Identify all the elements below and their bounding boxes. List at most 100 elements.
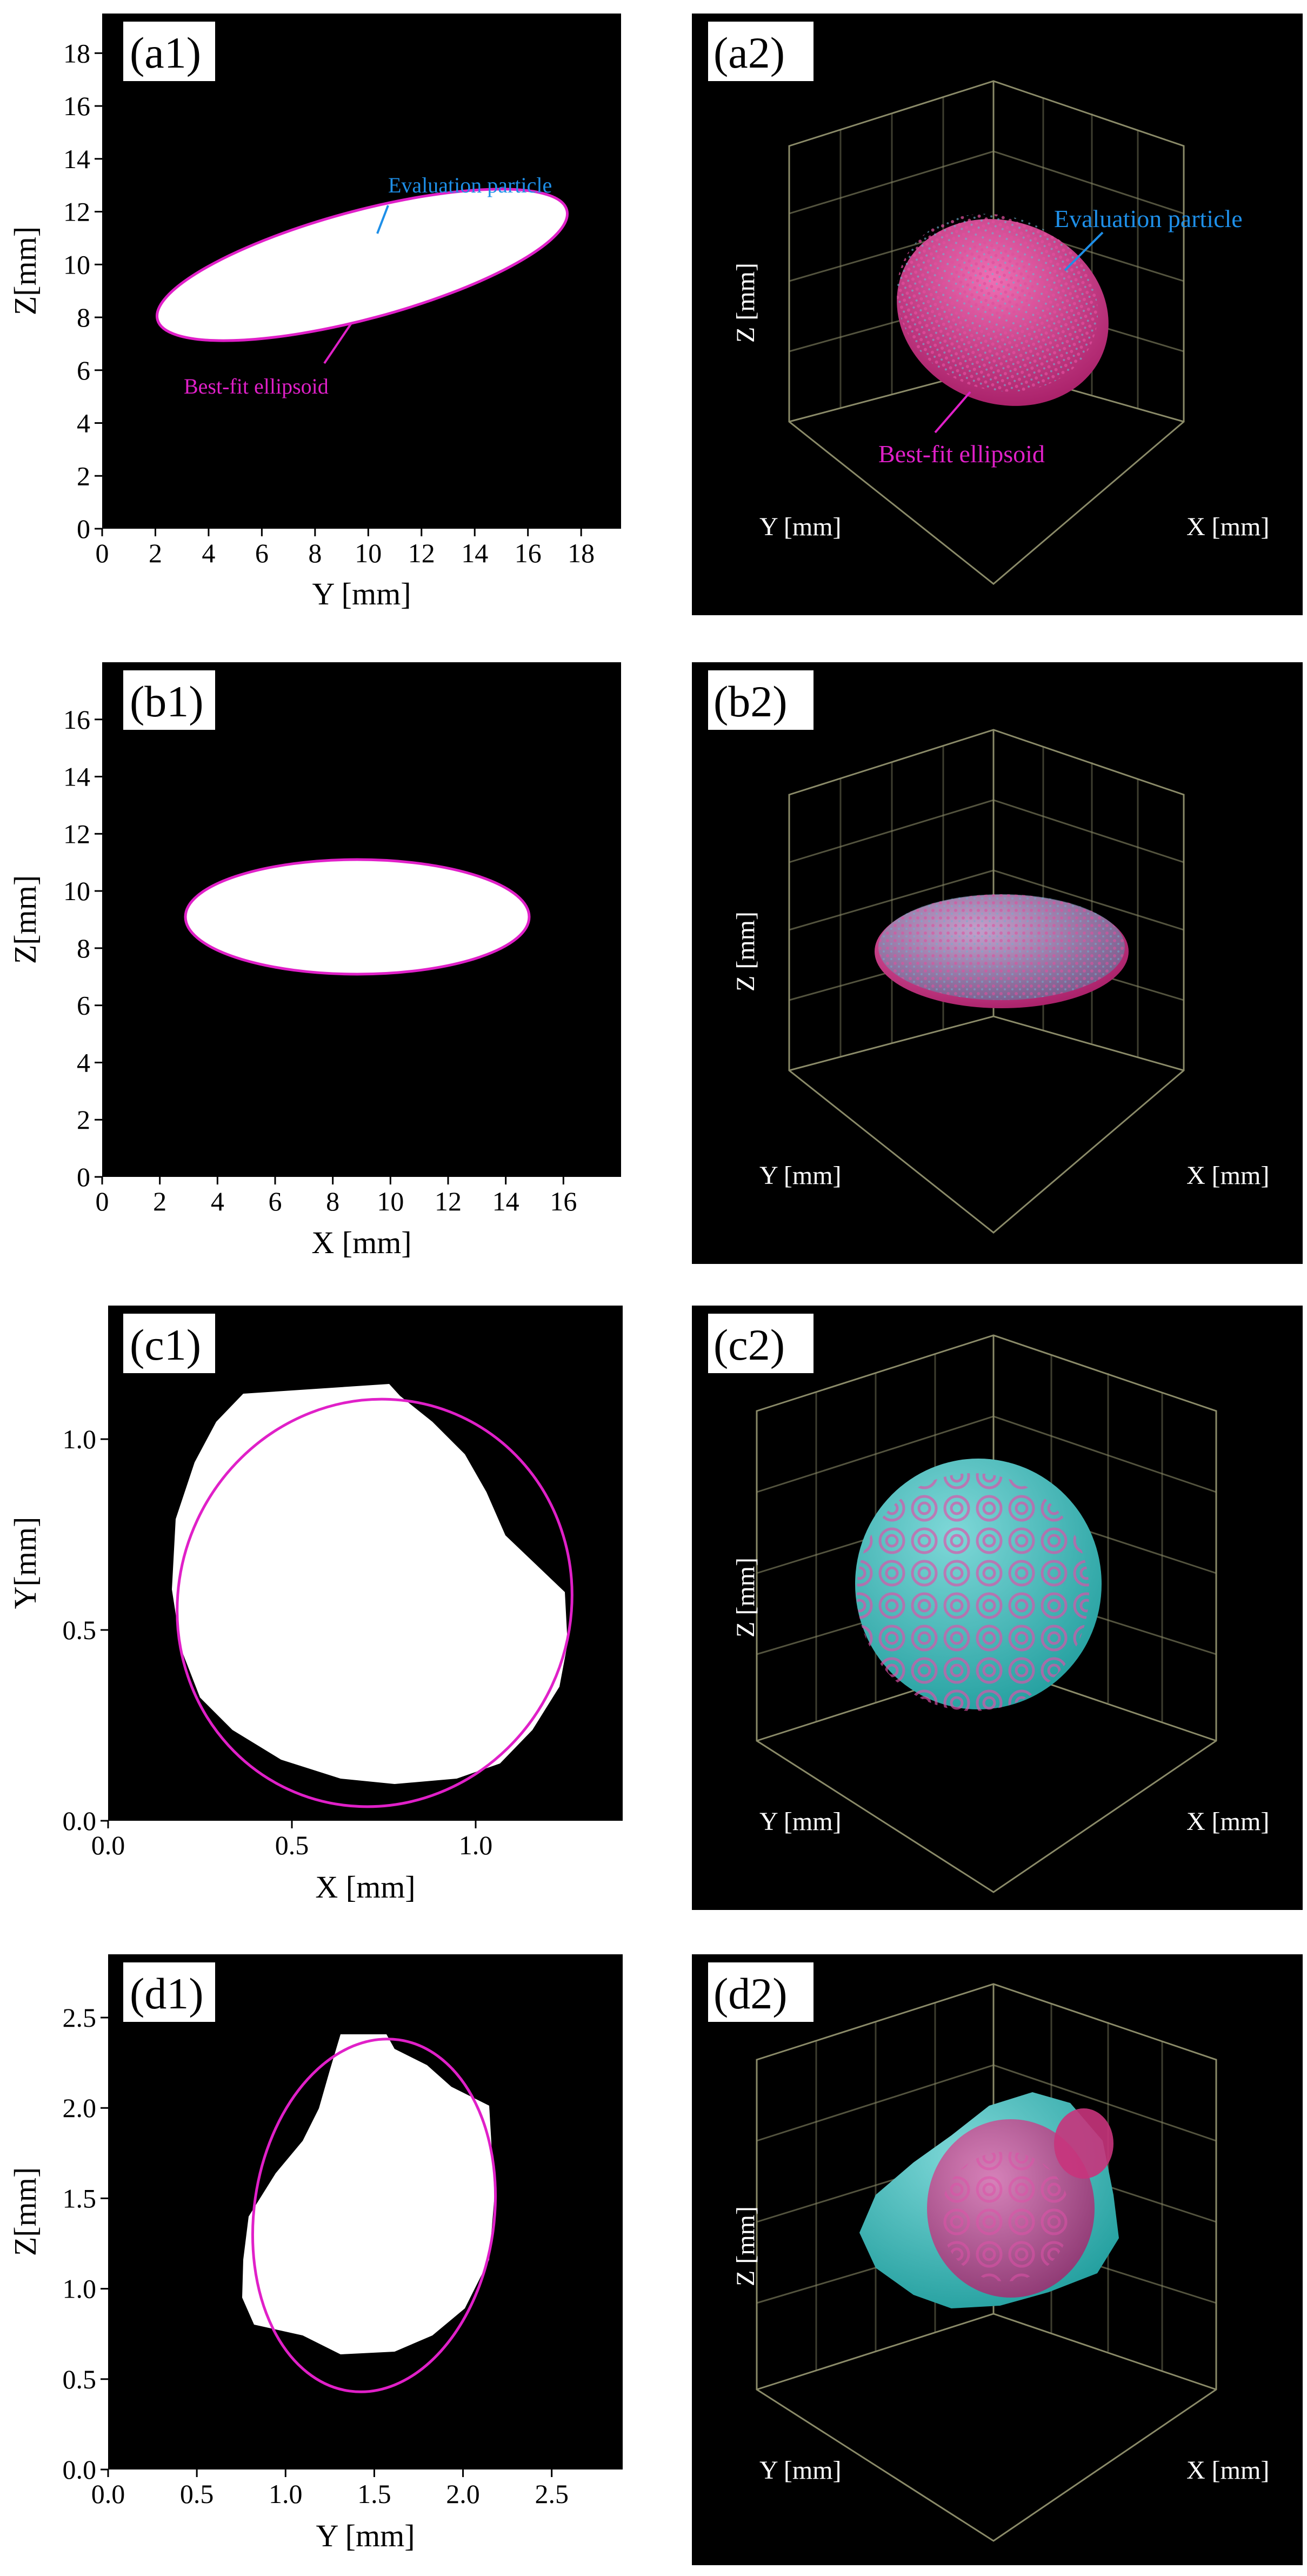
annotation-arrow bbox=[1064, 231, 1104, 271]
y-tick-label: 10 bbox=[63, 249, 90, 279]
x-tick-label: 1.0 bbox=[269, 2479, 303, 2509]
annotation-arrow bbox=[934, 391, 971, 434]
x-tick-label: 6 bbox=[269, 1186, 282, 1216]
x-tick-label: 12 bbox=[435, 1186, 462, 1216]
panel-tag: (a1) bbox=[130, 28, 201, 77]
y-tick-label: 18 bbox=[63, 38, 90, 68]
y-axis-label: Z[mm] bbox=[8, 227, 43, 315]
panel-b1: 0 2 4 6 8 10 12 14 16 0 2 4 6 8 10 12 14 16 (b1) X [mm] Z… bbox=[8, 662, 621, 1260]
x-tick-label: 16 bbox=[515, 538, 542, 568]
panel-b2: (b2) X [mm] Y [mm] Z [mm] bbox=[692, 662, 1303, 1264]
best-fit-ellipsoid-cap bbox=[1054, 2108, 1113, 2179]
y-axis-label: Y [mm] bbox=[759, 1161, 842, 1190]
y-tick-label: 8 bbox=[77, 302, 90, 332]
x-tick-label: 0.0 bbox=[91, 2479, 125, 2509]
x-tick-label: 16 bbox=[550, 1186, 577, 1216]
x-axis-label: X [mm] bbox=[1186, 512, 1269, 541]
y-tick-label: 2 bbox=[77, 1104, 90, 1135]
x-tick-label: 4 bbox=[202, 538, 215, 568]
best-fit-ellipsoid-surface bbox=[857, 1473, 1089, 1711]
x-tick-label: 0.0 bbox=[91, 1830, 125, 1860]
y-tick-label: 0 bbox=[77, 1162, 90, 1192]
y-tick-label: 12 bbox=[63, 818, 90, 849]
y-tick-label: 2.5 bbox=[63, 2002, 97, 2033]
x-tick-label: 0.5 bbox=[275, 1830, 309, 1860]
panel-tag: (c2) bbox=[713, 1320, 785, 1369]
z-axis-label: Z [mm] bbox=[731, 1557, 760, 1638]
ellipsoid-3d bbox=[875, 894, 1129, 1008]
particle-shape bbox=[242, 2034, 495, 2354]
x-tick-label: 2 bbox=[153, 1186, 166, 1216]
x-tick-label: 18 bbox=[568, 538, 595, 568]
panel-d1: 0.0 0.5 1.0 1.5 2.0 2.5 0.0 0.5 1.0 1.5 2.0 2.5 (d1… bbox=[8, 1954, 623, 2553]
annotation-arrow bbox=[323, 322, 352, 364]
y-tick-label: 1.0 bbox=[63, 2274, 97, 2304]
panel-c1: 0.0 0.5 1.0 0.0 0.5 1.0 (c1) X [mm] Y[mm] bbox=[8, 1306, 623, 1905]
y-tick-label: 0 bbox=[77, 514, 90, 544]
panel-c2: (c2) X [mm] Y [mm] Z [mm] bbox=[692, 1306, 1303, 1910]
annotation-best-fit-ellipsoid: Best-fit ellipsoid bbox=[878, 440, 1045, 468]
y-tick-label: 4 bbox=[77, 1047, 90, 1077]
axis-ticks-b1: 0 2 4 6 8 10 12 14 16 0 2 4 6 8 10 12 14 16 bbox=[63, 704, 577, 1216]
panel-tag-box bbox=[123, 22, 215, 81]
y-tick-label: 2.0 bbox=[63, 2093, 97, 2123]
best-fit-ellipse bbox=[176, 1397, 574, 1808]
y-tick-label: 0.0 bbox=[63, 2454, 97, 2485]
y-tick-label: 6 bbox=[77, 355, 90, 385]
x-tick-label: 14 bbox=[492, 1186, 519, 1216]
surface-texture bbox=[878, 894, 1125, 1000]
y-tick-label: 0.5 bbox=[63, 2364, 97, 2394]
x-tick-label: 2 bbox=[149, 538, 162, 568]
panel-a1: 0 2 4 6 8 10 12 14 16 18 0 2 4 6 8 10 12 14 16 18 (a1) Y [m… bbox=[8, 14, 621, 611]
panel-tag-box bbox=[708, 670, 813, 730]
annotation-best-fit-ellipsoid: Best-fit ellipsoid bbox=[184, 374, 329, 398]
z-axis-label: Z [mm] bbox=[731, 2206, 760, 2286]
ellipsoid-3d bbox=[859, 2092, 1119, 2308]
x-axis-label: X [mm] bbox=[1186, 1807, 1269, 1836]
y-tick-label: 0.0 bbox=[63, 1806, 97, 1836]
x-axis-label: X [mm] bbox=[315, 1869, 415, 1905]
panel-tag-box bbox=[708, 1314, 813, 1373]
axis-ticks-a1: 0 2 4 6 8 10 12 14 16 18 0 2 4 6 8 10 12 14 16 18 bbox=[63, 38, 595, 568]
z-axis-label: Z [mm] bbox=[731, 911, 760, 991]
particle-shape bbox=[185, 860, 529, 974]
particle-shape bbox=[157, 189, 568, 341]
z-axis-label: Z [mm] bbox=[731, 263, 760, 343]
x-tick-label: 10 bbox=[377, 1186, 404, 1216]
panel-tag: (d2) bbox=[713, 1969, 788, 2018]
y-tick-label: 14 bbox=[63, 144, 90, 174]
x-axis-label: Y [mm] bbox=[316, 2518, 415, 2553]
panel-tag: (b1) bbox=[130, 677, 204, 726]
panel-tag: (c1) bbox=[130, 1320, 201, 1369]
y-tick-label: 4 bbox=[77, 408, 90, 438]
x-tick-label: 1.5 bbox=[357, 2479, 391, 2509]
y-tick-label: 2 bbox=[77, 461, 90, 491]
ellipsoid-3d bbox=[855, 1459, 1102, 1711]
y-tick-label: 8 bbox=[77, 933, 90, 963]
panel-tag: (b2) bbox=[713, 677, 788, 726]
y-tick-label: 0.5 bbox=[63, 1615, 97, 1645]
best-fit-ellipse bbox=[184, 858, 531, 976]
x-tick-label: 14 bbox=[461, 538, 488, 568]
x-tick-label: 10 bbox=[355, 538, 382, 568]
y-axis-label: Y [mm] bbox=[759, 2456, 842, 2485]
panel-tag: (a2) bbox=[713, 28, 785, 77]
y-axis-label: Y [mm] bbox=[759, 1807, 842, 1836]
x-tick-label: 0.5 bbox=[180, 2479, 214, 2509]
panel-tag: (d1) bbox=[130, 1969, 204, 2018]
panel-tag-box bbox=[123, 1314, 215, 1373]
x-axis-label: Y [mm] bbox=[312, 576, 411, 611]
x-tick-label: 0 bbox=[96, 1186, 109, 1216]
particle-a1 bbox=[155, 188, 569, 342]
panel-tag-box bbox=[123, 1962, 215, 2022]
particle-d1 bbox=[242, 2034, 497, 2393]
y-tick-label: 16 bbox=[63, 91, 90, 121]
panel-tag-box bbox=[123, 670, 215, 730]
x-tick-label: 0 bbox=[96, 538, 109, 568]
y-axis-label: Y[mm] bbox=[8, 1517, 43, 1609]
best-fit-ellipse bbox=[155, 188, 569, 342]
y-tick-label: 16 bbox=[63, 704, 90, 735]
x-tick-label: 12 bbox=[408, 538, 435, 568]
y-tick-label: 12 bbox=[63, 197, 90, 227]
panel-a2: (a2) X [mm] Y [mm] Z [mm] Evaluation par… bbox=[692, 14, 1303, 615]
